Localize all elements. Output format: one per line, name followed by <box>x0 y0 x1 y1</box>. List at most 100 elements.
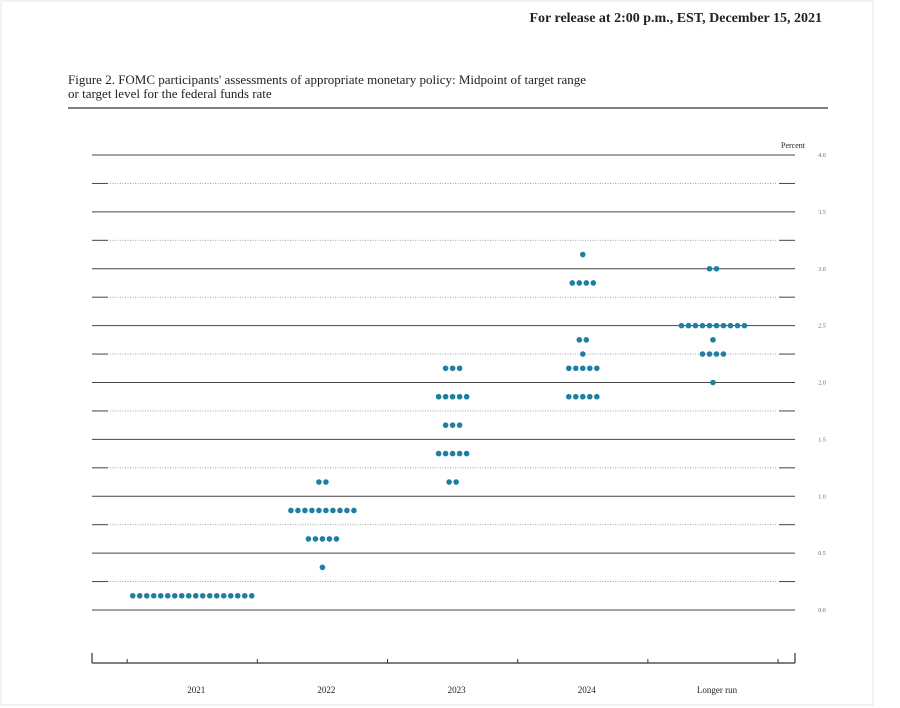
dot <box>565 393 572 400</box>
y-tick-label: 2.0 <box>818 381 826 387</box>
dot <box>699 322 706 329</box>
dot <box>178 592 185 599</box>
dot <box>295 507 301 514</box>
dot <box>572 365 579 372</box>
y-tick-label: 0.0 <box>818 608 826 614</box>
dot <box>143 592 150 599</box>
dot <box>305 536 312 542</box>
x-tick-label: 2023 <box>448 685 467 695</box>
dot <box>206 592 213 599</box>
dot <box>157 592 164 599</box>
dot <box>323 507 329 514</box>
dot <box>706 322 713 329</box>
dot <box>720 322 727 329</box>
dot <box>590 280 597 286</box>
dot <box>579 393 586 400</box>
dot <box>586 393 593 400</box>
dot <box>593 365 600 372</box>
dot <box>185 592 192 599</box>
dot <box>316 507 322 514</box>
dot <box>685 322 692 329</box>
dot <box>678 322 685 329</box>
dot <box>453 479 459 485</box>
dot <box>288 507 294 514</box>
dot <box>713 322 720 329</box>
dot <box>456 393 463 400</box>
dot <box>333 536 340 542</box>
y-tick-label: 2.5 <box>818 324 826 330</box>
dot <box>323 479 329 485</box>
dot <box>220 592 227 599</box>
dot <box>435 450 442 457</box>
dot <box>319 564 326 571</box>
dot <box>456 422 463 428</box>
dot <box>710 379 716 386</box>
dot <box>150 592 157 599</box>
dot <box>463 450 470 457</box>
dot <box>699 351 706 357</box>
dot <box>442 365 449 372</box>
x-tick-label: 2024 <box>578 685 597 695</box>
dot <box>710 337 716 343</box>
dot <box>449 393 456 400</box>
dot <box>727 322 734 329</box>
dot <box>319 536 326 542</box>
dot <box>734 322 741 329</box>
y-axis-label: Percent <box>781 141 806 150</box>
dot <box>351 507 357 514</box>
dot <box>312 536 319 542</box>
dot <box>171 592 178 599</box>
dot <box>706 351 713 357</box>
y-tick-label: 1.0 <box>818 494 826 500</box>
dot <box>164 592 171 599</box>
dot <box>435 393 442 400</box>
dot <box>576 280 583 286</box>
dot <box>456 450 463 457</box>
dot <box>241 592 248 599</box>
y-tick-label: 3.0 <box>818 267 826 273</box>
release-note: For release at 2:00 p.m., EST, December … <box>529 11 822 26</box>
dot <box>309 507 315 514</box>
x-tick-label: 2021 <box>187 685 205 695</box>
x-tick-label: 2022 <box>317 685 335 695</box>
dot <box>129 592 136 599</box>
dot <box>199 592 206 599</box>
frame <box>0 0 874 706</box>
dot <box>337 507 343 514</box>
dot <box>463 393 470 400</box>
dot <box>136 592 143 599</box>
dot <box>442 450 449 457</box>
dot <box>442 422 449 428</box>
dot <box>449 450 456 457</box>
dot <box>442 393 449 400</box>
x-tick-label: Longer run <box>697 685 738 695</box>
dot <box>446 479 452 485</box>
dot <box>569 280 576 286</box>
dot <box>330 507 336 514</box>
dot <box>579 351 586 357</box>
dot <box>583 280 590 286</box>
dot <box>234 592 241 599</box>
y-tick-label: 0.5 <box>818 551 826 557</box>
dot <box>713 265 720 272</box>
dot <box>713 351 720 357</box>
dot <box>248 592 255 599</box>
dot <box>583 337 590 343</box>
dot <box>576 337 583 343</box>
dot <box>449 365 456 372</box>
dot <box>593 393 600 400</box>
dot <box>565 365 572 372</box>
chart-title: Figure 2. FOMC participants' assessments… <box>68 72 586 101</box>
dot <box>706 265 713 272</box>
dot <box>449 422 456 428</box>
y-tick-label: 1.5 <box>818 437 826 443</box>
dot <box>316 479 322 485</box>
dot <box>326 536 333 542</box>
dot <box>456 365 463 372</box>
dot <box>586 365 593 372</box>
dot <box>572 393 579 400</box>
y-tick-label: 3.5 <box>818 210 826 216</box>
dot <box>227 592 234 599</box>
dot <box>344 507 350 514</box>
